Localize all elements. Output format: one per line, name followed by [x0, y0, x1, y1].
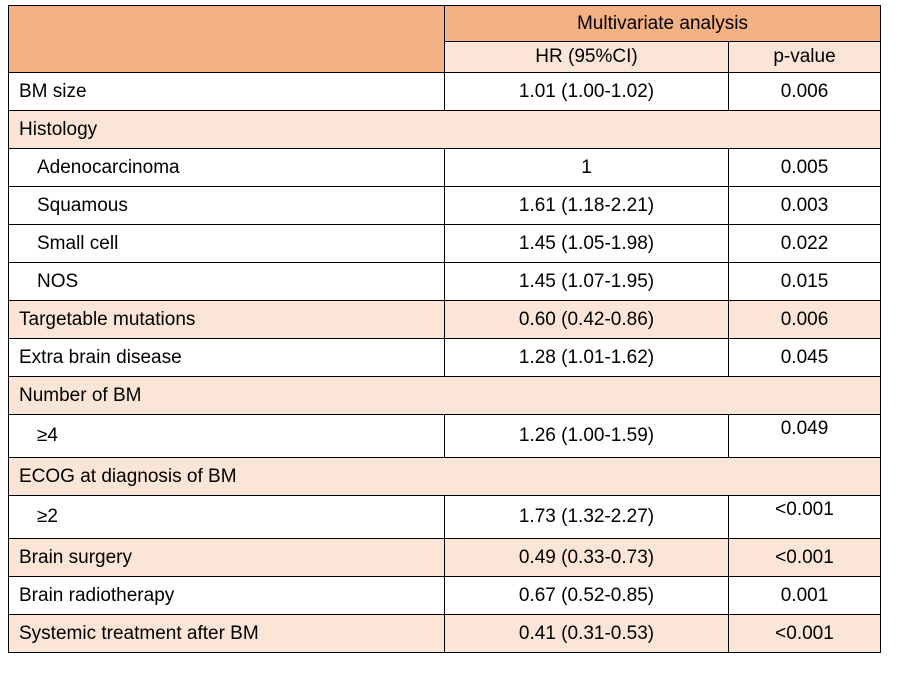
- group-title: Multivariate analysis: [444, 5, 881, 42]
- row-label: Brain radiotherapy: [8, 576, 445, 615]
- row-hr: 1.73 (1.32-2.27): [444, 495, 729, 539]
- row-label: BM size: [8, 72, 445, 111]
- row-p: 0.015: [728, 262, 881, 301]
- table-row-section: Histology: [8, 110, 881, 149]
- table-row: Extra brain disease 1.28 (1.01-1.62) 0.0…: [8, 338, 881, 377]
- row-p: <0.001: [728, 495, 881, 539]
- row-p: 0.006: [728, 300, 881, 339]
- row-hr: 0.49 (0.33-0.73): [444, 538, 729, 577]
- row-hr: 1.45 (1.07-1.95): [444, 262, 729, 301]
- row-hr: 1.28 (1.01-1.62): [444, 338, 729, 377]
- header-row-columns: HR (95%CI) p-value: [9, 41, 881, 73]
- table-row-section: Number of BM: [8, 376, 881, 415]
- row-hr: 1.61 (1.18-2.21): [444, 186, 729, 225]
- row-p: 0.045: [728, 338, 881, 377]
- table-row: Targetable mutations 0.60 (0.42-0.86) 0.…: [8, 300, 881, 339]
- row-p: 0.049: [728, 414, 881, 458]
- section-label: ECOG at diagnosis of BM: [8, 457, 881, 496]
- section-label: Histology: [8, 110, 881, 149]
- row-label: Brain surgery: [8, 538, 445, 577]
- header-row-group: Multivariate analysis: [8, 5, 881, 73]
- table-row: NOS 1.45 (1.07-1.95) 0.015: [8, 262, 881, 301]
- row-p: 0.001: [728, 576, 881, 615]
- row-p: <0.001: [728, 538, 881, 577]
- multivariate-analysis-table: Multivariate analysis HR (95%CI) p-value…: [8, 5, 881, 653]
- row-label: Targetable mutations: [8, 300, 445, 339]
- row-hr: 0.41 (0.31-0.53): [444, 614, 729, 653]
- table-row: Brain radiotherapy 0.67 (0.52-0.85) 0.00…: [8, 576, 881, 615]
- table-row-section: ECOG at diagnosis of BM: [8, 457, 881, 496]
- col-header-p: p-value: [728, 41, 881, 73]
- row-label: ≥4: [8, 414, 445, 458]
- table-row: ≥4 1.26 (1.00-1.59) 0.049: [8, 414, 881, 458]
- row-hr: 0.67 (0.52-0.85): [444, 576, 729, 615]
- col-header-hr: HR (95%CI): [444, 41, 729, 73]
- table-row: ≥2 1.73 (1.32-2.27) <0.001: [8, 495, 881, 539]
- table-row: Adenocarcinoma 1 0.005: [8, 148, 881, 187]
- row-p: 0.003: [728, 186, 881, 225]
- row-hr: 1.26 (1.00-1.59): [444, 414, 729, 458]
- table-row: BM size 1.01 (1.00-1.02) 0.006: [8, 72, 881, 111]
- header-blank-cell: [8, 5, 445, 73]
- table-row: Small cell 1.45 (1.05-1.98) 0.022: [8, 224, 881, 263]
- row-label: NOS: [8, 262, 445, 301]
- row-hr: 0.60 (0.42-0.86): [444, 300, 729, 339]
- row-label: Extra brain disease: [8, 338, 445, 377]
- section-label: Number of BM: [8, 376, 881, 415]
- row-label: Squamous: [8, 186, 445, 225]
- table-row: Systemic treatment after BM 0.41 (0.31-0…: [8, 614, 881, 653]
- row-label: Systemic treatment after BM: [8, 614, 445, 653]
- table-row: Brain surgery 0.49 (0.33-0.73) <0.001: [8, 538, 881, 577]
- table-row: Squamous 1.61 (1.18-2.21) 0.003: [8, 186, 881, 225]
- row-p: 0.005: [728, 148, 881, 187]
- row-hr: 1.01 (1.00-1.02): [444, 72, 729, 111]
- row-label: Adenocarcinoma: [8, 148, 445, 187]
- row-p: <0.001: [728, 614, 881, 653]
- row-label: Small cell: [8, 224, 445, 263]
- row-p: 0.022: [728, 224, 881, 263]
- row-hr: 1: [444, 148, 729, 187]
- row-label: ≥2: [8, 495, 445, 539]
- row-hr: 1.45 (1.05-1.98): [444, 224, 729, 263]
- row-p: 0.006: [728, 72, 881, 111]
